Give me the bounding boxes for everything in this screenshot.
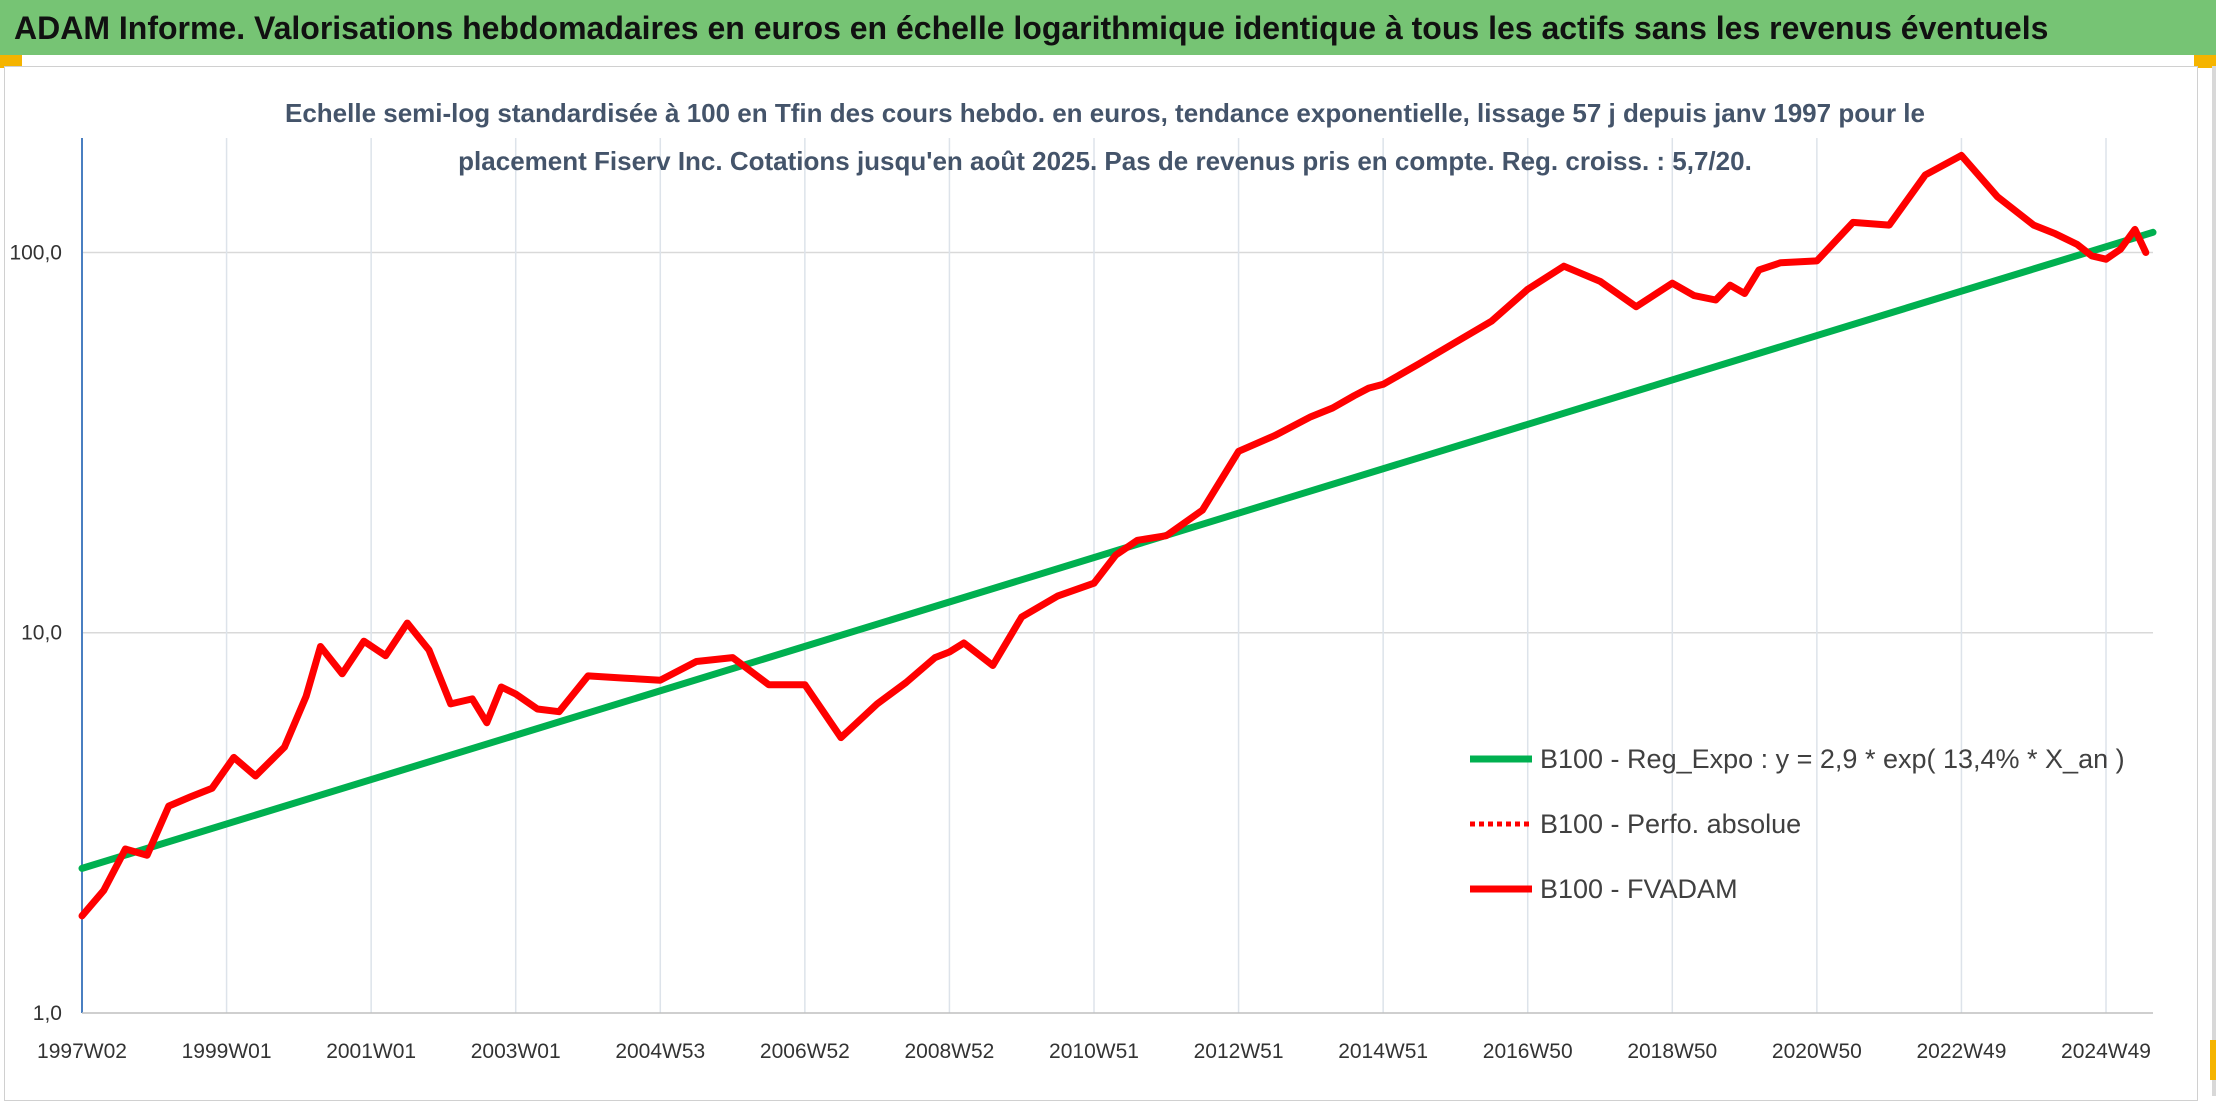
- x-tick-label: 2016W50: [1483, 1040, 1573, 1063]
- x-tick-label: 2024W49: [2061, 1040, 2151, 1063]
- chart-title-line-1: Echelle semi-log standardisée à 100 en T…: [285, 98, 1925, 128]
- y-tick-labels: 1,0 10,0 100,0: [9, 241, 62, 1025]
- report-title: ADAM Informe. Valorisations hebdomadaire…: [14, 10, 2049, 46]
- corner-accent-left: [0, 55, 22, 68]
- x-tick-label: 2001W01: [326, 1040, 416, 1063]
- series-layer: [78, 151, 2157, 920]
- scroll-edge: [2212, 66, 2216, 1096]
- legend-label-fvadam: B100 - FVADAM: [1540, 874, 1738, 904]
- x-tick-label: 1999W01: [182, 1040, 272, 1063]
- corner-accent-right: [2194, 55, 2216, 68]
- x-tick-label: 2012W51: [1194, 1040, 1284, 1063]
- chart-title-line-2: placement Fiserv Inc. Cotations jusqu'en…: [458, 146, 1752, 176]
- chart-panel: [4, 66, 2198, 1101]
- x-tick-labels: 1997W02 1999W01 2001W01 2003W01 2004W53 2006W…: [37, 1040, 2151, 1063]
- x-tick-label: 1997W02: [37, 1040, 127, 1063]
- grid-layer: [82, 138, 2153, 1013]
- x-tick-label: 2003W01: [471, 1040, 561, 1063]
- series-line-2: [78, 151, 2150, 920]
- x-tick-label: 2004W53: [615, 1040, 705, 1063]
- x-tick-label: 2018W50: [1627, 1040, 1717, 1063]
- legend: B100 - Reg_Expo : y = 2,9 * exp( 13,4% *…: [1470, 744, 2125, 904]
- header-band: ADAM Informe. Valorisations hebdomadaire…: [0, 0, 2216, 55]
- x-tick-label: 2010W51: [1049, 1040, 1139, 1063]
- y-tick-label: 100,0: [9, 241, 62, 264]
- x-tick-label: 2022W49: [1916, 1040, 2006, 1063]
- y-tick-label: 1,0: [33, 1002, 62, 1025]
- x-tick-label: 2006W52: [760, 1040, 850, 1063]
- x-tick-label: 2014W51: [1338, 1040, 1428, 1063]
- edge-accent-bottom: [2210, 1040, 2216, 1080]
- y-tick-label: 10,0: [21, 622, 62, 645]
- legend-label-perfo: B100 - Perfo. absolue: [1540, 809, 1801, 839]
- x-tick-label: 2008W52: [904, 1040, 994, 1063]
- legend-label-trend: B100 - Reg_Expo : y = 2,9 * exp( 13,4% *…: [1540, 744, 2125, 774]
- x-tick-label: 2020W50: [1772, 1040, 1862, 1063]
